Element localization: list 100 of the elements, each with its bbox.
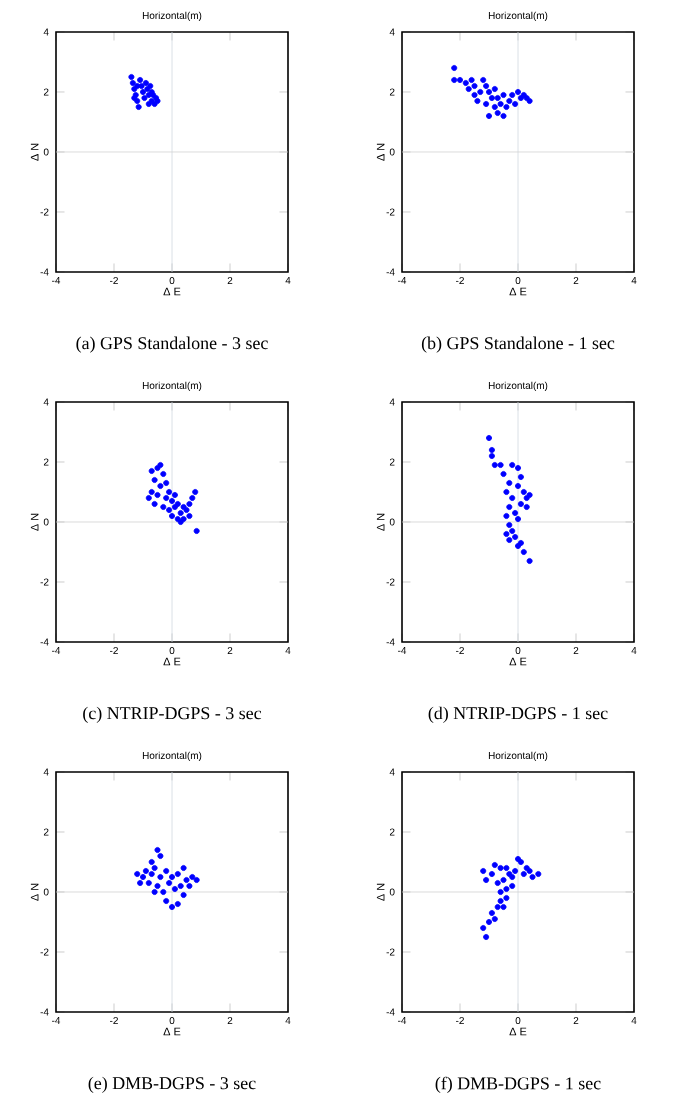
point <box>140 88 146 95</box>
point <box>486 918 492 925</box>
point <box>154 846 161 853</box>
point <box>180 864 187 871</box>
point <box>506 503 513 510</box>
point <box>474 97 481 104</box>
point <box>157 482 164 489</box>
point <box>500 470 507 477</box>
point <box>129 79 136 86</box>
point <box>529 873 536 880</box>
point <box>506 479 513 486</box>
point <box>160 470 167 477</box>
point <box>166 879 173 886</box>
point <box>151 500 158 507</box>
point <box>509 527 516 534</box>
point <box>457 76 463 83</box>
point <box>160 503 167 510</box>
text: (c) NTRIP-DGPS - 3 sec <box>83 706 262 723</box>
point <box>163 897 170 904</box>
text: (d) NTRIP-DGPS - 1 sec <box>428 706 608 723</box>
point <box>157 852 164 859</box>
point <box>491 861 498 868</box>
point <box>500 91 507 98</box>
point <box>483 876 490 883</box>
point <box>503 103 510 110</box>
point <box>163 494 170 501</box>
point <box>183 876 190 883</box>
point <box>500 876 507 883</box>
point <box>171 885 178 892</box>
text: (e) DMB-DGPS - 3 sec <box>88 1076 256 1093</box>
point <box>451 76 458 83</box>
point <box>506 97 513 104</box>
point <box>500 112 507 119</box>
point <box>148 858 155 865</box>
point <box>128 73 135 80</box>
point <box>186 882 193 889</box>
point <box>471 91 478 98</box>
point <box>471 82 478 89</box>
point <box>465 85 472 92</box>
point <box>480 867 487 874</box>
point <box>157 873 164 880</box>
point <box>451 64 458 71</box>
point <box>140 873 146 880</box>
point <box>193 876 200 883</box>
point <box>483 82 490 89</box>
point <box>486 88 492 95</box>
point <box>486 434 492 441</box>
point <box>491 915 498 922</box>
point <box>134 870 141 877</box>
point <box>163 479 170 486</box>
point <box>174 900 181 907</box>
point <box>193 527 200 534</box>
point <box>497 461 504 468</box>
point <box>494 903 501 910</box>
point <box>480 924 487 931</box>
point <box>503 894 510 901</box>
text: (a) GPS Standalone - 3 sec <box>76 336 268 353</box>
point <box>512 100 519 107</box>
point <box>520 870 527 877</box>
text: (f) DMB-DGPS - 1 sec <box>435 1076 601 1094</box>
text: (b) GPS Standalone - 1 sec <box>421 336 615 353</box>
point <box>503 512 510 519</box>
point <box>137 879 144 886</box>
point <box>177 882 184 889</box>
point <box>186 500 193 507</box>
point <box>477 88 484 95</box>
point <box>520 548 527 555</box>
point <box>512 509 519 516</box>
point <box>148 488 155 495</box>
point <box>488 909 495 916</box>
point <box>503 864 510 871</box>
point <box>169 497 175 504</box>
point <box>486 112 492 119</box>
point <box>154 491 161 498</box>
point <box>506 521 513 528</box>
point <box>169 512 175 519</box>
point <box>497 100 504 107</box>
point <box>171 491 178 498</box>
point <box>483 933 490 940</box>
point <box>512 533 519 540</box>
point <box>491 85 498 92</box>
point <box>488 870 495 877</box>
point <box>189 873 196 880</box>
point <box>137 76 144 83</box>
point <box>148 870 155 877</box>
point <box>491 103 498 110</box>
point <box>135 103 142 110</box>
point <box>509 873 516 880</box>
point <box>192 488 199 495</box>
point <box>503 488 510 495</box>
point <box>480 76 487 83</box>
point <box>517 473 524 480</box>
point <box>506 536 513 543</box>
point <box>142 867 149 874</box>
point <box>189 494 196 501</box>
point <box>160 888 167 895</box>
point <box>526 557 533 564</box>
point <box>148 467 155 474</box>
point <box>509 461 516 468</box>
point <box>186 512 193 519</box>
